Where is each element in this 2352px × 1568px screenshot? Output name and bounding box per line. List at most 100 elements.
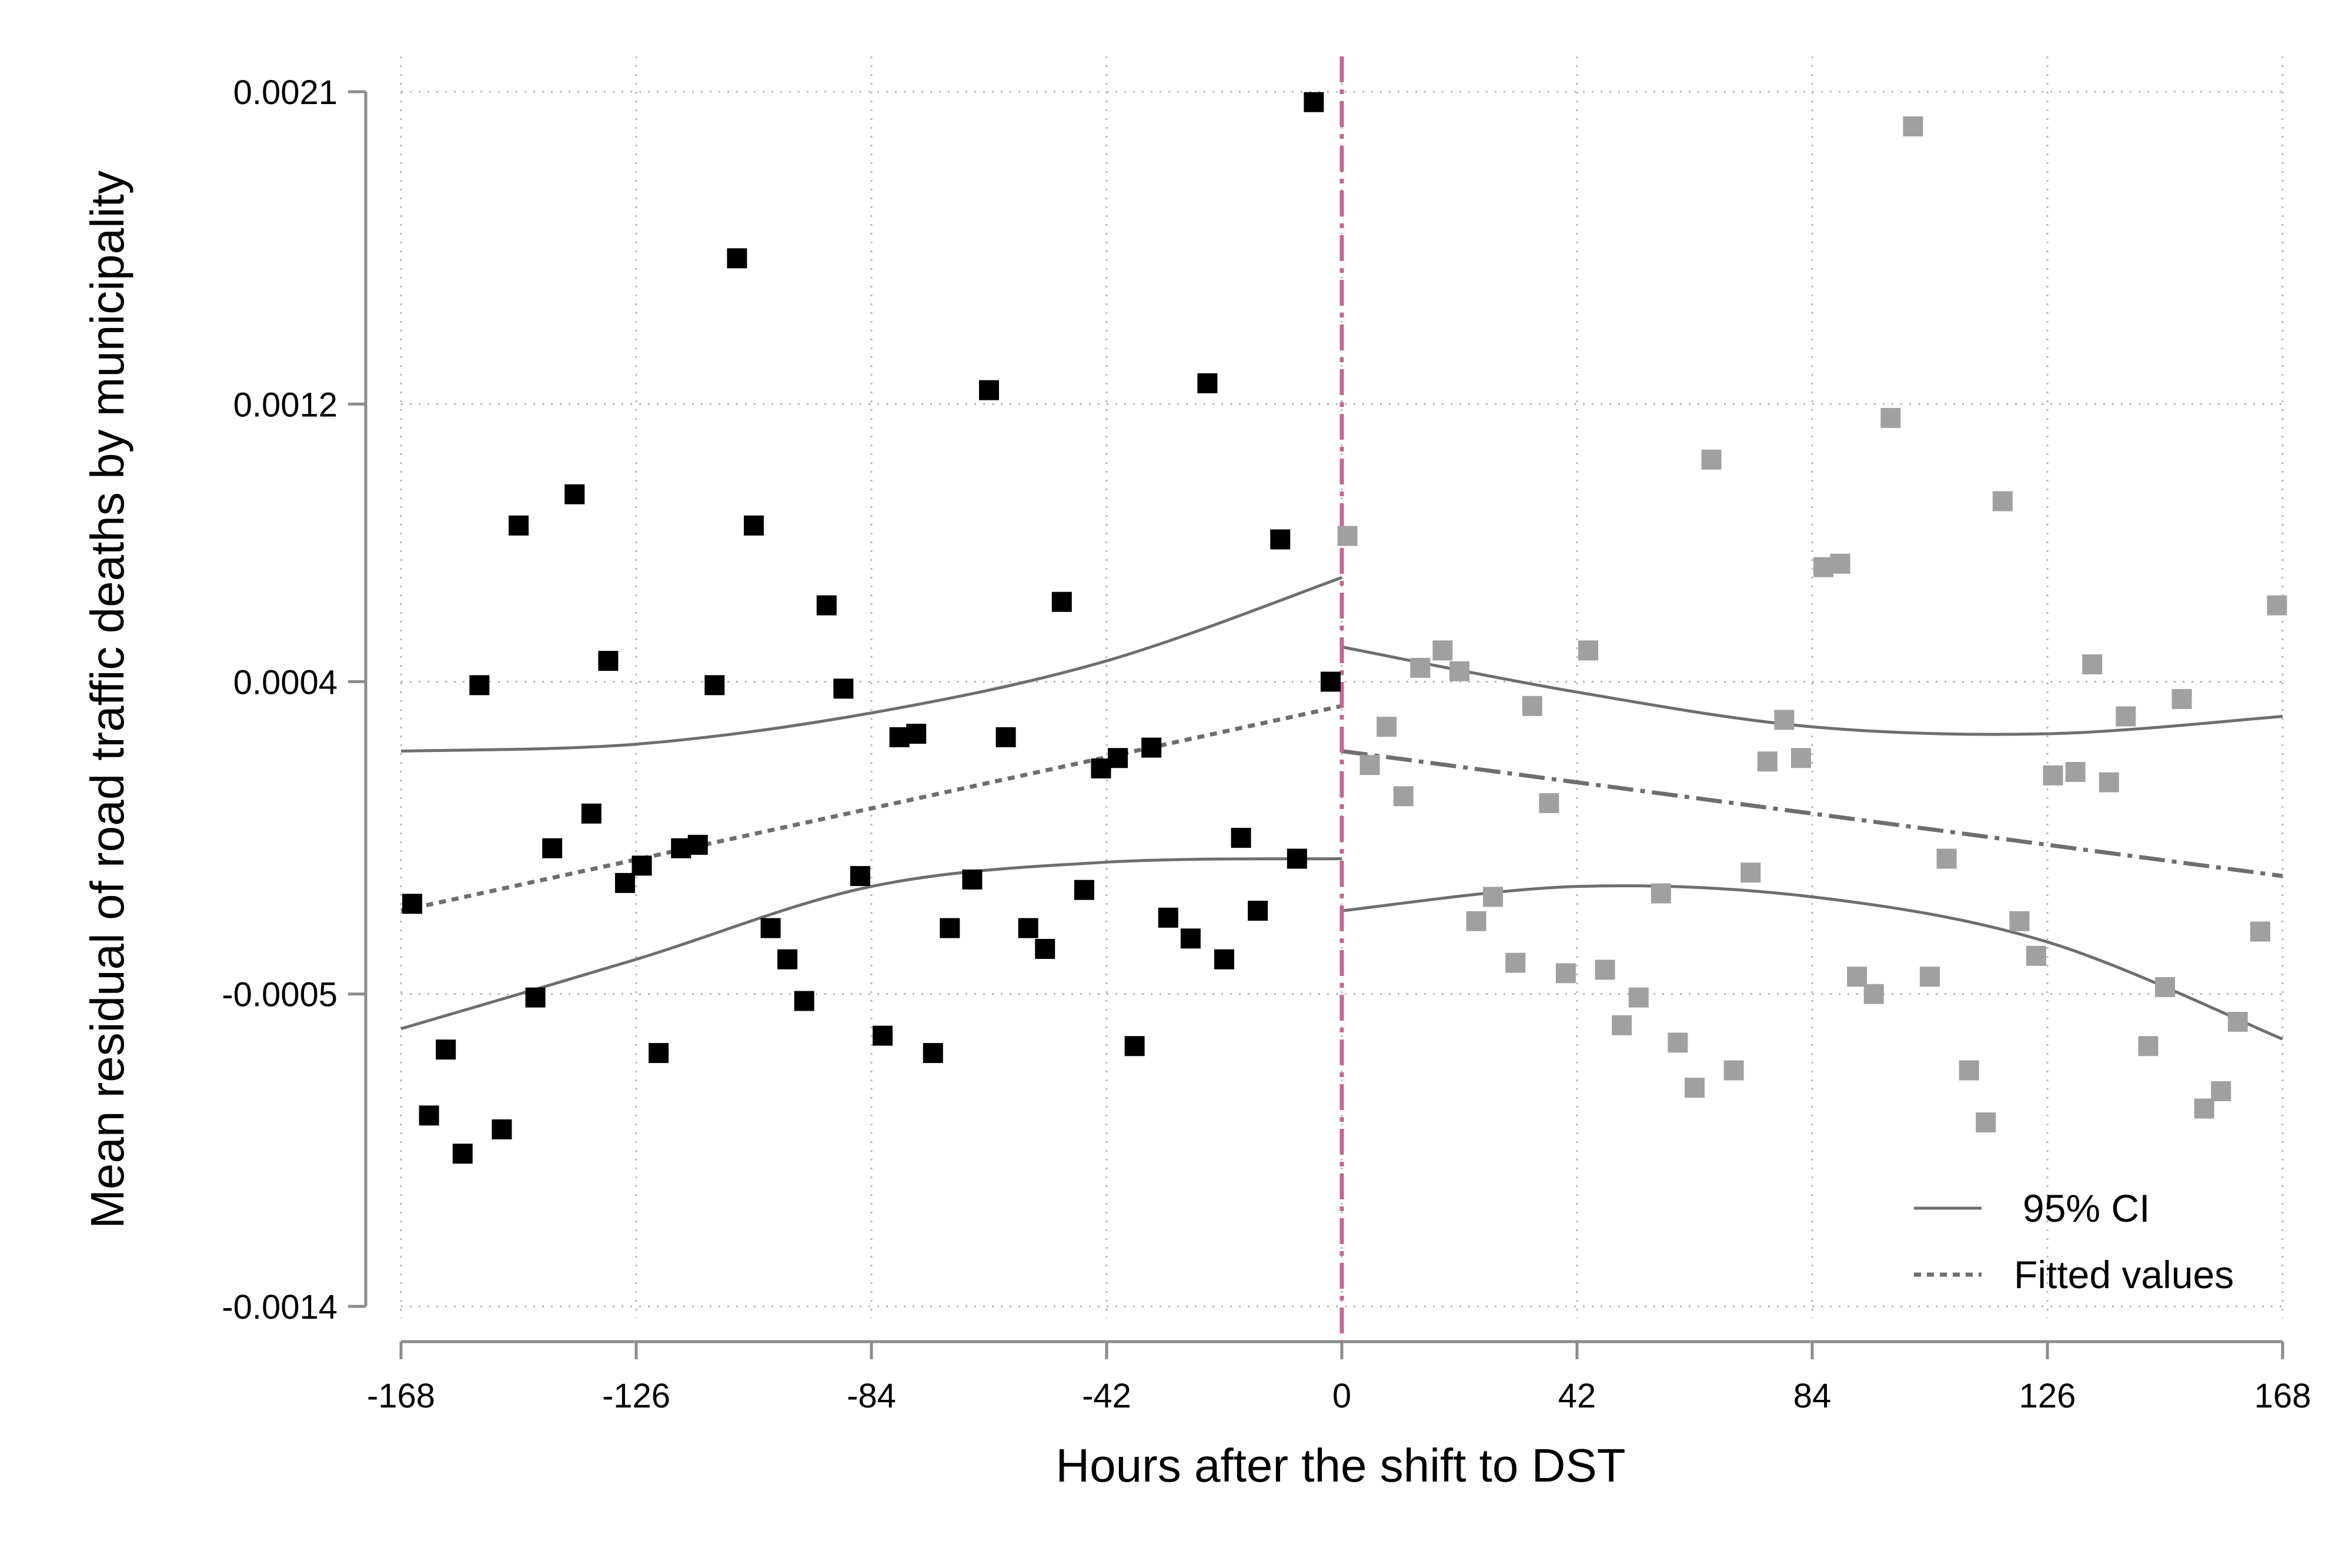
data-point-before bbox=[1180, 928, 1201, 949]
data-point-after bbox=[1936, 848, 1957, 869]
data-point-before bbox=[632, 855, 652, 876]
data-point-after bbox=[1668, 1032, 1688, 1053]
data-point-before bbox=[492, 1119, 512, 1139]
data-point-after bbox=[1976, 1112, 1996, 1133]
data-point-after bbox=[2099, 772, 2119, 793]
data-point-before bbox=[1231, 828, 1251, 848]
data-point-after bbox=[1959, 1060, 1979, 1081]
data-point-before bbox=[850, 866, 870, 887]
data-point-after bbox=[1595, 959, 1615, 980]
data-point-after bbox=[2043, 765, 2063, 785]
data-point-after bbox=[2009, 911, 2030, 931]
data-point-before bbox=[1320, 671, 1341, 692]
data-point-before bbox=[979, 380, 999, 400]
data-point-before bbox=[940, 918, 960, 938]
data-point-before bbox=[452, 1144, 473, 1164]
axis-labels: Hours after the shift to DST Mean residu… bbox=[81, 170, 1626, 1492]
x-tick-label: 84 bbox=[1793, 1377, 1832, 1415]
data-point-after bbox=[1701, 449, 1722, 470]
data-point-before bbox=[833, 678, 854, 699]
data-point-after bbox=[1757, 751, 1778, 772]
data-point-before bbox=[727, 248, 747, 269]
y-tick-label: 0.0004 bbox=[233, 663, 338, 701]
legend-ci-label: 95% CI bbox=[2023, 1186, 2150, 1230]
y-tick-label: 0.0012 bbox=[233, 386, 338, 424]
data-point-after bbox=[1359, 755, 1380, 775]
data-point-before bbox=[906, 724, 927, 744]
data-point-after bbox=[1555, 963, 1576, 984]
legend-fitted-label: Fitted values bbox=[2014, 1253, 2234, 1296]
data-point-after bbox=[1740, 862, 1761, 883]
data-point-before bbox=[614, 872, 635, 893]
data-point-after bbox=[2227, 1011, 2248, 1032]
data-point-after bbox=[1505, 952, 1526, 973]
data-point-before bbox=[1304, 92, 1324, 112]
ci-upper-after bbox=[1341, 646, 2283, 736]
data-point-after bbox=[1920, 967, 1940, 987]
data-point-before bbox=[469, 675, 490, 696]
data-point-before bbox=[1158, 907, 1178, 928]
data-point-before bbox=[816, 595, 837, 616]
data-point-after bbox=[2267, 595, 2287, 616]
ci-upper-before bbox=[400, 576, 1342, 753]
data-point-before bbox=[777, 949, 798, 969]
data-point-before bbox=[923, 1043, 943, 1064]
data-point-before bbox=[995, 727, 1016, 747]
data-point-before bbox=[1141, 737, 1162, 758]
data-point-before bbox=[436, 1039, 456, 1060]
data-point-before bbox=[760, 918, 781, 938]
y-tick-label: -0.0014 bbox=[222, 1288, 338, 1326]
data-point-before bbox=[671, 838, 691, 858]
data-point-after bbox=[1410, 657, 1431, 678]
data-point-before bbox=[1018, 918, 1038, 938]
data-point-before bbox=[649, 1043, 669, 1064]
data-point-after bbox=[2065, 761, 2086, 782]
y-axis-title: Mean residual of road traffic deaths by … bbox=[81, 170, 133, 1228]
data-point-before bbox=[581, 803, 602, 824]
data-point-after bbox=[1723, 1060, 1744, 1081]
data-point-before bbox=[598, 651, 619, 671]
x-axis-title: Hours after the shift to DST bbox=[1055, 1439, 1625, 1492]
x-tick-label: 168 bbox=[2254, 1377, 2311, 1415]
data-point-after bbox=[1992, 491, 2013, 511]
data-point-after bbox=[1449, 661, 1469, 681]
data-point-before bbox=[419, 1105, 439, 1126]
x-tick-label: 0 bbox=[1332, 1377, 1351, 1415]
data-point-before bbox=[525, 987, 546, 1008]
data-point-after bbox=[2026, 945, 2046, 966]
data-point-before bbox=[687, 834, 708, 855]
x-tick-label: -126 bbox=[602, 1377, 670, 1415]
data-point-after bbox=[2194, 1098, 2214, 1119]
data-point-after bbox=[1880, 407, 1901, 428]
fitted-line-after bbox=[1341, 749, 2283, 878]
data-point-before bbox=[889, 727, 910, 747]
data-point-after bbox=[1813, 557, 1834, 577]
data-point-before bbox=[704, 675, 725, 696]
axes: -0.0014 -0.0005 0.0004 0.0012 0.0021 -168 -126… bbox=[222, 73, 2311, 1415]
data-point-before bbox=[509, 515, 529, 536]
data-point-after bbox=[1483, 887, 1504, 907]
x-tick-label: -168 bbox=[367, 1377, 435, 1415]
ci-lower-after bbox=[1341, 884, 2283, 1041]
data-point-before bbox=[402, 894, 423, 914]
data-point-after bbox=[1539, 793, 1559, 814]
data-point-before bbox=[873, 1025, 893, 1046]
data-point-before bbox=[744, 515, 764, 536]
fitted-line-before bbox=[400, 704, 1342, 913]
data-point-before bbox=[1091, 758, 1111, 779]
data-point-after bbox=[1377, 717, 1397, 737]
data-point-after bbox=[2171, 689, 2192, 709]
data-point-before bbox=[1287, 848, 1307, 869]
data-point-after bbox=[2116, 706, 2136, 727]
data-point-before bbox=[1035, 939, 1055, 959]
data-point-after bbox=[1790, 748, 1811, 768]
data-point-after bbox=[2082, 654, 2103, 674]
data-point-before bbox=[542, 838, 563, 858]
data-point-after bbox=[1337, 526, 1358, 546]
x-tick-label: 42 bbox=[1558, 1377, 1596, 1415]
data-point-after bbox=[1651, 883, 1671, 904]
data-point-before bbox=[1214, 949, 1234, 969]
data-point-after bbox=[1847, 967, 1867, 987]
